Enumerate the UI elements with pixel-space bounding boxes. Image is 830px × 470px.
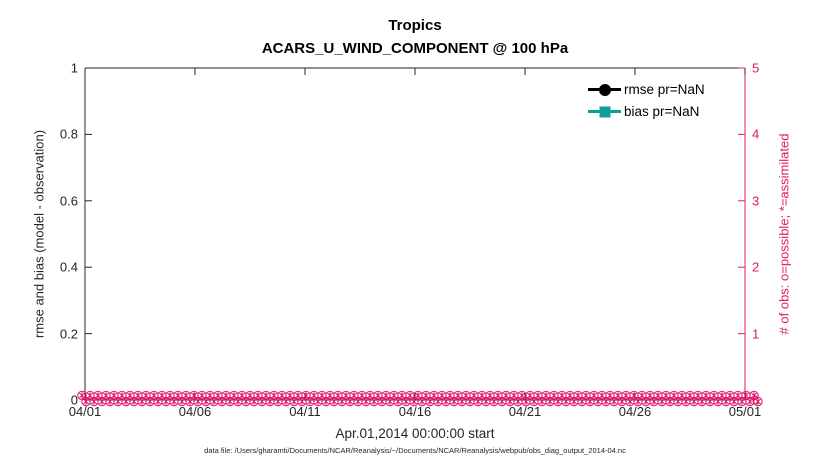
legend-entry-rmse: rmse pr=NaN bbox=[588, 80, 705, 99]
legend-label-rmse: rmse pr=NaN bbox=[624, 82, 705, 97]
bias-swatch bbox=[588, 104, 621, 119]
chart-subtitle: ACARS_U_WIND_COMPONENT @ 100 hPa bbox=[261, 40, 569, 57]
obs-count-marker-band bbox=[77, 390, 763, 407]
chart-title: Tropics bbox=[388, 17, 442, 34]
legend-label-bias: bias pr=NaN bbox=[624, 104, 700, 119]
x-axis-label: Apr.01,2014 00:00:00 start bbox=[335, 426, 495, 441]
right-y-axis-label: # of obs: o=possible; *=assimilated bbox=[776, 133, 792, 335]
left-y-axis-label: rmse and bias (model - observation) bbox=[31, 129, 47, 339]
bias-square-marker-icon bbox=[599, 106, 610, 117]
rmse-swatch bbox=[588, 82, 621, 97]
rmse-circle-marker-icon bbox=[598, 83, 611, 96]
legend: rmse pr=NaN bias pr=NaN bbox=[588, 80, 705, 121]
data-file-footer: data file: /Users/gharamti/Documents/NCA… bbox=[204, 446, 626, 455]
legend-entry-bias: bias pr=NaN bbox=[588, 102, 705, 121]
